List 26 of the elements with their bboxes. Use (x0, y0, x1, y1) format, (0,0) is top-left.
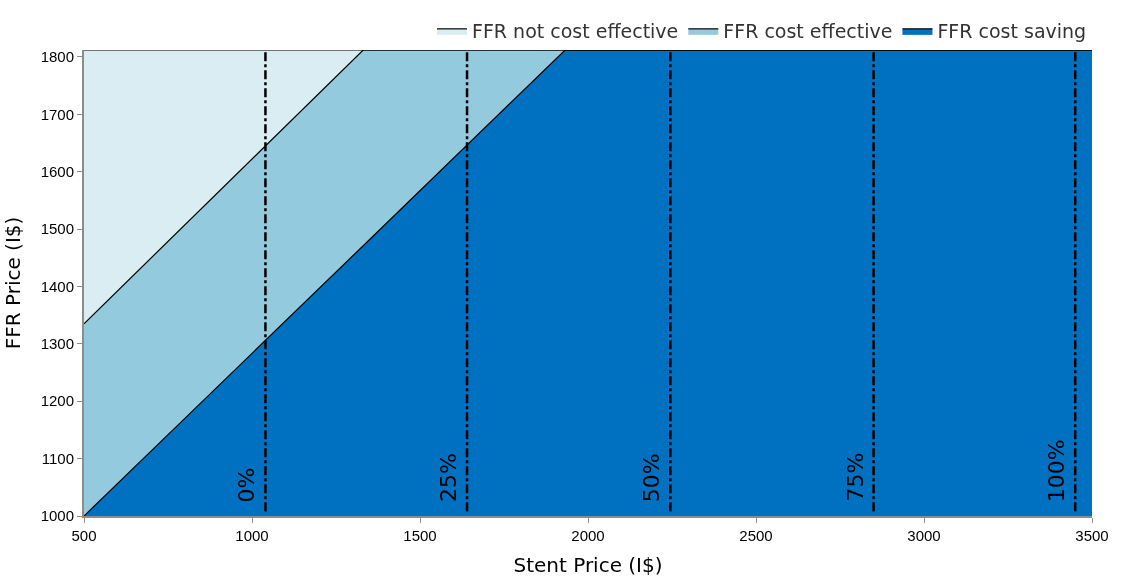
annotation: 75% (842, 452, 868, 502)
y-tick-label: 1600 (40, 162, 74, 180)
x-tick-label: 1000 (235, 527, 269, 544)
x-axis-title: Stent Price (I$) (513, 553, 663, 577)
x-tick-label: 2500 (739, 527, 773, 544)
legend-label: FFR not cost effective (472, 20, 679, 43)
annotation: 50% (639, 453, 665, 503)
x-tick-label: 1500 (403, 527, 437, 544)
y-axis-title: FFR Price (I$) (0, 216, 25, 350)
x-tick-label: 500 (71, 527, 97, 544)
y-tick-label: 1800 (40, 48, 74, 66)
legend-label: FFR cost effective (723, 20, 893, 43)
legend-label: FFR cost saving (937, 20, 1087, 43)
y-tick-label: 1100 (41, 449, 74, 467)
y-tick-label: 1200 (40, 392, 74, 410)
annotation: 25% (436, 453, 462, 503)
annotation: 0% (234, 467, 260, 503)
annotation: 100% (1044, 439, 1070, 503)
y-tick-label: 1400 (40, 277, 74, 295)
x-tick-label: 2000 (571, 527, 605, 544)
y-tick-label: 1500 (40, 220, 74, 238)
x-tick-label: 3000 (907, 527, 941, 544)
y-tick-label: 1300 (40, 335, 74, 353)
y-tick-label: 1700 (40, 105, 74, 123)
y-tick-label: 1000 (40, 507, 74, 525)
x-tick-label: 3500 (1075, 527, 1109, 544)
